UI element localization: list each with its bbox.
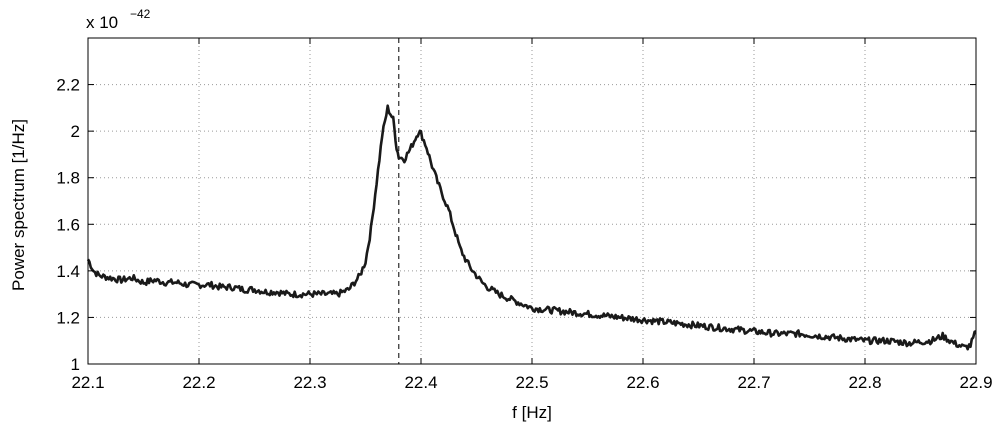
- x-tick-label: 22.9: [959, 373, 992, 392]
- power-spectrum-series-line: [86, 104, 977, 351]
- y-tick-label: 1.2: [56, 308, 80, 327]
- y-tick-label: 1.6: [56, 215, 80, 234]
- y-scale-factor-base: x 10: [86, 13, 118, 32]
- x-axis-title: f [Hz]: [512, 403, 552, 422]
- y-tick-label: 1.4: [56, 262, 80, 281]
- y-axis-title: Power spectrum [1/Hz]: [9, 119, 28, 291]
- y-tick-label: 2.2: [56, 76, 80, 95]
- y-scale-factor-exponent: −42: [130, 7, 151, 21]
- x-tick-label: 22.8: [848, 373, 881, 392]
- x-tick-label: 22.7: [737, 373, 770, 392]
- x-tick-label: 22.4: [404, 373, 437, 392]
- x-tick-label: 22.3: [293, 373, 326, 392]
- y-tick-label: 1: [71, 355, 80, 374]
- y-tick-label: 1.8: [56, 169, 80, 188]
- x-tick-labels: 22.1 22.2 22.3 22.4 22.5 22.6 22.7 22.8 22.9: [71, 373, 992, 392]
- x-tick-label: 22.1: [71, 373, 104, 392]
- y-tick-labels: 1 1.2 1.4 1.6 1.8 2 2.2: [56, 76, 80, 374]
- tick-marks-layer: [87, 38, 977, 365]
- x-tick-label: 22.2: [182, 373, 215, 392]
- x-tick-label: 22.5: [515, 373, 548, 392]
- y-tick-label: 2: [71, 122, 80, 141]
- grid-layer: [88, 38, 976, 364]
- x-tick-label: 22.6: [626, 373, 659, 392]
